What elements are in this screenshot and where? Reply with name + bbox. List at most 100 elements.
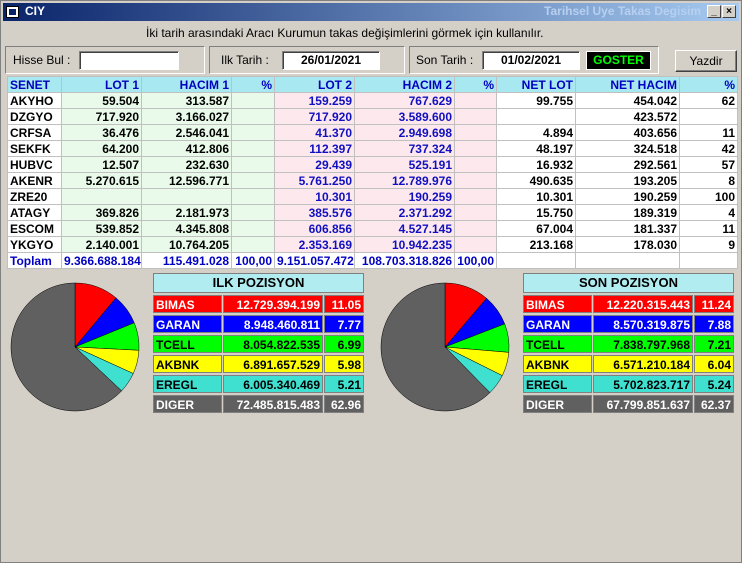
table-cell: 717.920: [61, 108, 142, 125]
table-cell: 178.030: [575, 236, 680, 253]
table-cell: 2.949.698: [354, 124, 455, 141]
start-date-field[interactable]: 26/01/2021: [282, 51, 380, 70]
title-bar[interactable]: CIY Tarihsel Uye Takas Degisim _ ×: [3, 3, 739, 21]
table-row[interactable]: ESCOM 539.852 4.345.808 606.856 4.527.145 67.…: [7, 220, 738, 237]
table-cell: 189.319: [575, 204, 680, 221]
position-name: BIMAS: [523, 295, 592, 313]
position-row: DIGER 67.799.851.637 62.37: [523, 395, 734, 413]
table-row[interactable]: ATAGY 369.826 2.181.973 385.576 2.371.292 15.…: [7, 204, 738, 221]
table-row[interactable]: SEKFK 64.200 412.806 112.397 737.324 48.197 32…: [7, 140, 738, 157]
table-cell: 42: [679, 140, 738, 157]
symbol-cell: ESCOM: [7, 220, 62, 237]
table-cell: 67.004: [496, 220, 576, 237]
table-cell: [454, 172, 497, 189]
show-button[interactable]: GOSTER: [586, 51, 651, 70]
table-cell: 539.852: [61, 220, 142, 237]
start-date-label: Ilk Tarih :: [221, 53, 269, 67]
table-cell: 8: [679, 172, 738, 189]
position-name: EREGL: [523, 375, 592, 393]
total-cell: 9.366.688.184: [61, 252, 142, 269]
position-percent: 7.77: [324, 315, 364, 333]
table-cell: 2.353.169: [274, 236, 355, 253]
table-row[interactable]: HUBVC 12.507 232.630 29.439 525.191 16.932 292…: [7, 156, 738, 173]
table-cell: 193.205: [575, 172, 680, 189]
position-value: 8.570.319.875: [593, 315, 693, 333]
table-cell: 64.200: [61, 140, 142, 157]
table-row[interactable]: YKGYO 2.140.001 10.764.205 2.353.169 10.942.…: [7, 236, 738, 253]
table-cell: 181.337: [575, 220, 680, 237]
search-input[interactable]: [79, 51, 179, 70]
table-cell: [454, 204, 497, 221]
position-percent: 6.04: [694, 355, 734, 373]
table-row[interactable]: DZGYO 717.920 3.166.027 717.920 3.589.600 423…: [7, 108, 738, 125]
print-button[interactable]: Yazdir: [675, 50, 737, 72]
table-cell: 11: [679, 124, 738, 141]
column-header[interactable]: LOT 1: [61, 76, 142, 93]
table-cell: 4.527.145: [354, 220, 455, 237]
table-cell: 4.894: [496, 124, 576, 141]
table-cell: 100: [679, 188, 738, 205]
table-cell: 213.168: [496, 236, 576, 253]
minimize-button[interactable]: _: [707, 5, 721, 18]
table-cell: 385.576: [274, 204, 355, 221]
window-title: Tarihsel Uye Takas Degisim: [544, 4, 701, 18]
column-header[interactable]: SENET: [7, 76, 62, 93]
table-cell: [231, 188, 275, 205]
position-percent: 62.96: [324, 395, 364, 413]
position-percent: 11.24: [694, 295, 734, 313]
table-cell: 12.596.771: [141, 172, 232, 189]
table-header-row: SENET LOT 1 HACIM 1% LOT 2 HACIM 2% NET LOT NE…: [7, 76, 738, 93]
position-row: EREGL 5.702.823.717 5.24: [523, 375, 734, 393]
table-cell: 454.042: [575, 92, 680, 109]
table-cell: 369.826: [61, 204, 142, 221]
column-header[interactable]: %: [679, 76, 738, 93]
total-cell: 100,00: [454, 252, 497, 269]
total-label: Toplam: [7, 252, 62, 269]
column-header[interactable]: %: [454, 76, 497, 93]
column-header[interactable]: NET HACIM: [575, 76, 680, 93]
position-name: GARAN: [153, 315, 222, 333]
column-header[interactable]: NET LOT: [496, 76, 576, 93]
table-row[interactable]: AKYHO 59.504 313.587 159.259 767.629 99.755 45…: [7, 92, 738, 109]
table-cell: 112.397: [274, 140, 355, 157]
end-date-field[interactable]: 01/02/2021: [482, 51, 580, 70]
position-value: 6.571.210.184: [593, 355, 693, 373]
close-button[interactable]: ×: [722, 5, 736, 18]
table-cell: [231, 140, 275, 157]
table-cell: [231, 124, 275, 141]
table-cell: [231, 92, 275, 109]
total-cell: 115.491.028: [141, 252, 232, 269]
table-cell: [454, 156, 497, 173]
table-cell: [454, 108, 497, 125]
column-header[interactable]: HACIM 1: [141, 76, 232, 93]
position-row: GARAN 8.948.460.811 7.77: [153, 315, 364, 333]
position-percent: 5.98: [324, 355, 364, 373]
table-cell: [141, 188, 232, 205]
table-cell: [454, 188, 497, 205]
position-name: GARAN: [523, 315, 592, 333]
table-cell: 490.635: [496, 172, 576, 189]
table-cell: [454, 220, 497, 237]
table-cell: 15.750: [496, 204, 576, 221]
column-header[interactable]: HACIM 2: [354, 76, 455, 93]
symbol-cell: AKYHO: [7, 92, 62, 109]
total-cell: 108.703.318.826: [354, 252, 455, 269]
table-row[interactable]: CRFSA 36.476 2.546.041 41.370 2.949.698 4.894…: [7, 124, 738, 141]
table-cell: 159.259: [274, 92, 355, 109]
column-header[interactable]: %: [231, 76, 275, 93]
position-name: TCELL: [153, 335, 222, 353]
position-row: TCELL 8.054.822.535 6.99: [153, 335, 364, 353]
table-row[interactable]: AKENR 5.270.615 12.596.771 5.761.250 12.789.…: [7, 172, 738, 189]
table-row[interactable]: ZRE20 10.301 190.259 10.301 190.259 100: [7, 188, 738, 205]
total-cell: [575, 252, 680, 269]
table-cell: [454, 236, 497, 253]
table-cell: 525.191: [354, 156, 455, 173]
app-icon: [6, 6, 19, 18]
takas-table: SENET LOT 1 HACIM 1% LOT 2 HACIM 2% NET LOT NE…: [7, 76, 738, 269]
column-header[interactable]: LOT 2: [274, 76, 355, 93]
table-cell: 4: [679, 204, 738, 221]
position-name: DIGER: [523, 395, 592, 413]
table-cell: 5.270.615: [61, 172, 142, 189]
table-cell: 10.301: [496, 188, 576, 205]
